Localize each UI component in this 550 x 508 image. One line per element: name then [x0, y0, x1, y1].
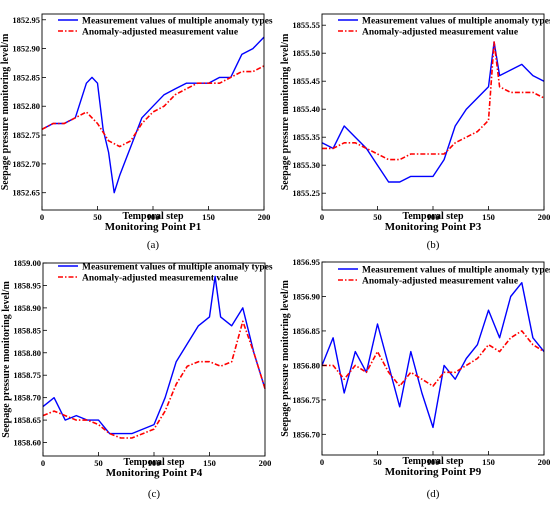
- x-tick-label: 150: [482, 212, 495, 222]
- panel-label: (b): [427, 239, 440, 251]
- series-line-measurement: [321, 41, 545, 183]
- legend-entry: Anomaly-adjusted measurement value: [362, 28, 518, 38]
- x-tick-label: 50: [93, 212, 102, 222]
- y-tick-label: 1855.55: [292, 20, 320, 30]
- series-line-adjusted: [322, 330, 545, 387]
- chart-title: Monitoring Point P3: [385, 221, 482, 233]
- legend-entry: Anomaly-adjusted measurement value: [362, 277, 518, 287]
- x-axis-label: Temporal step: [123, 457, 184, 468]
- y-tick-label: 1855.40: [292, 104, 320, 114]
- y-tick-label: 1852.90: [12, 44, 40, 54]
- y-axis-label: Seepage pressure monitoring level/m: [0, 33, 11, 190]
- legend-entry: Measurement values of multiple anomaly t…: [82, 263, 273, 273]
- plot-frame: [321, 13, 545, 211]
- series-line-measurement: [321, 282, 545, 429]
- y-tick-label: 1856.75: [292, 395, 320, 405]
- x-tick-label: 100: [147, 212, 160, 222]
- x-tick-label: 150: [203, 458, 216, 468]
- y-tick-label: 1852.80: [12, 101, 40, 111]
- y-tick-label: 1858.60: [13, 438, 41, 448]
- x-tick-label: 200: [258, 212, 271, 222]
- y-axis-label: Seepage pressure monitoring level/m: [280, 280, 291, 437]
- legend-entry: Measurement values of multiple anomaly t…: [82, 17, 273, 27]
- x-tick-label: 200: [259, 458, 272, 468]
- x-tick-label: 200: [538, 212, 550, 222]
- plot-frame: [41, 13, 265, 211]
- y-tick-label: 1852.70: [12, 159, 40, 169]
- x-tick-label: 0: [320, 212, 324, 222]
- legend-entry: Measurement values of multiple anomaly t…: [362, 17, 550, 27]
- x-tick-label: 50: [373, 457, 382, 467]
- y-tick-label: 1859.00: [13, 258, 41, 268]
- plot-frame: [42, 262, 266, 457]
- chart-panel-4: 0 50 100 150 200 1856.70 1856.75 1856.80 1856.85…: [280, 257, 550, 500]
- y-axis-label: Seepage pressure monitoring level/m: [1, 281, 12, 438]
- y-tick-label: 1856.95: [292, 257, 320, 267]
- series-line-measurement: [41, 36, 265, 194]
- y-tick-label: 1858.70: [13, 393, 41, 403]
- x-axis-label: Temporal step: [402, 211, 463, 222]
- series-line-adjusted: [322, 41, 545, 161]
- y-tick-label: 1852.75: [12, 130, 40, 140]
- x-tick-label: 150: [482, 457, 495, 467]
- y-tick-label: 1856.80: [292, 360, 320, 370]
- y-tick-label: 1858.65: [13, 415, 41, 425]
- y-tick-label: 1855.45: [292, 76, 320, 86]
- legend-entry: Anomaly-adjusted measurement value: [82, 28, 238, 38]
- chart-panel-2: 0 50 100 150 200 1855.25 1855.30 1855.35 1855.40…: [280, 13, 550, 251]
- chart-title: Monitoring Point P9: [385, 466, 482, 478]
- chart-title: Monitoring Point P4: [106, 467, 203, 479]
- legend-entry: Anomaly-adjusted measurement value: [82, 274, 238, 284]
- y-tick-label: 1856.85: [292, 326, 320, 336]
- y-tick-label: 1855.35: [292, 132, 320, 142]
- panel-label: (a): [147, 239, 160, 251]
- series-line-adjusted: [42, 320, 266, 439]
- chart-panel-1: 0 50 100 150 200 1852.65 1852.70 1852.75 1852.80…: [0, 13, 273, 251]
- y-tick-label: 1856.70: [292, 429, 320, 439]
- y-tick-label: 1858.75: [13, 370, 41, 380]
- series-line-measurement: [42, 275, 266, 435]
- x-tick-label: 50: [94, 458, 103, 468]
- x-tick-label: 100: [427, 457, 440, 467]
- x-axis-label: Temporal step: [122, 211, 183, 222]
- x-tick-label: 100: [427, 212, 440, 222]
- x-tick-label: 150: [202, 212, 215, 222]
- x-tick-label: 0: [40, 212, 44, 222]
- x-tick-label: 0: [320, 457, 324, 467]
- y-tick-label: 1855.50: [292, 48, 320, 58]
- y-tick-label: 1852.95: [12, 15, 40, 25]
- x-tick-label: 0: [41, 458, 45, 468]
- y-tick-label: 1855.30: [292, 160, 320, 170]
- x-axis-label: Temporal step: [402, 456, 463, 467]
- x-tick-label: 50: [373, 212, 382, 222]
- y-tick-label: 1852.85: [12, 72, 40, 82]
- panel-label: (d): [427, 488, 440, 500]
- y-tick-label: 1856.90: [292, 291, 320, 301]
- y-tick-label: 1858.85: [13, 325, 41, 335]
- y-tick-label: 1855.25: [292, 188, 320, 198]
- y-tick-label: 1858.90: [13, 303, 41, 313]
- y-tick-label: 1858.80: [13, 348, 41, 358]
- chart-title: Monitoring Point P1: [105, 221, 202, 233]
- x-tick-label: 100: [148, 458, 161, 468]
- y-tick-label: 1858.95: [13, 280, 41, 290]
- y-axis-label: Seepage pressure monitoring level/m: [280, 33, 291, 190]
- legend-entry: Measurement values of multiple anomaly t…: [362, 266, 550, 276]
- y-tick-label: 1852.65: [12, 188, 40, 198]
- panel-label: (c): [148, 488, 161, 500]
- chart-panel-3: 0 50 100 150 200 1858.60 1858.65 1858.70 1858.75…: [1, 258, 273, 500]
- x-tick-label: 200: [538, 457, 550, 467]
